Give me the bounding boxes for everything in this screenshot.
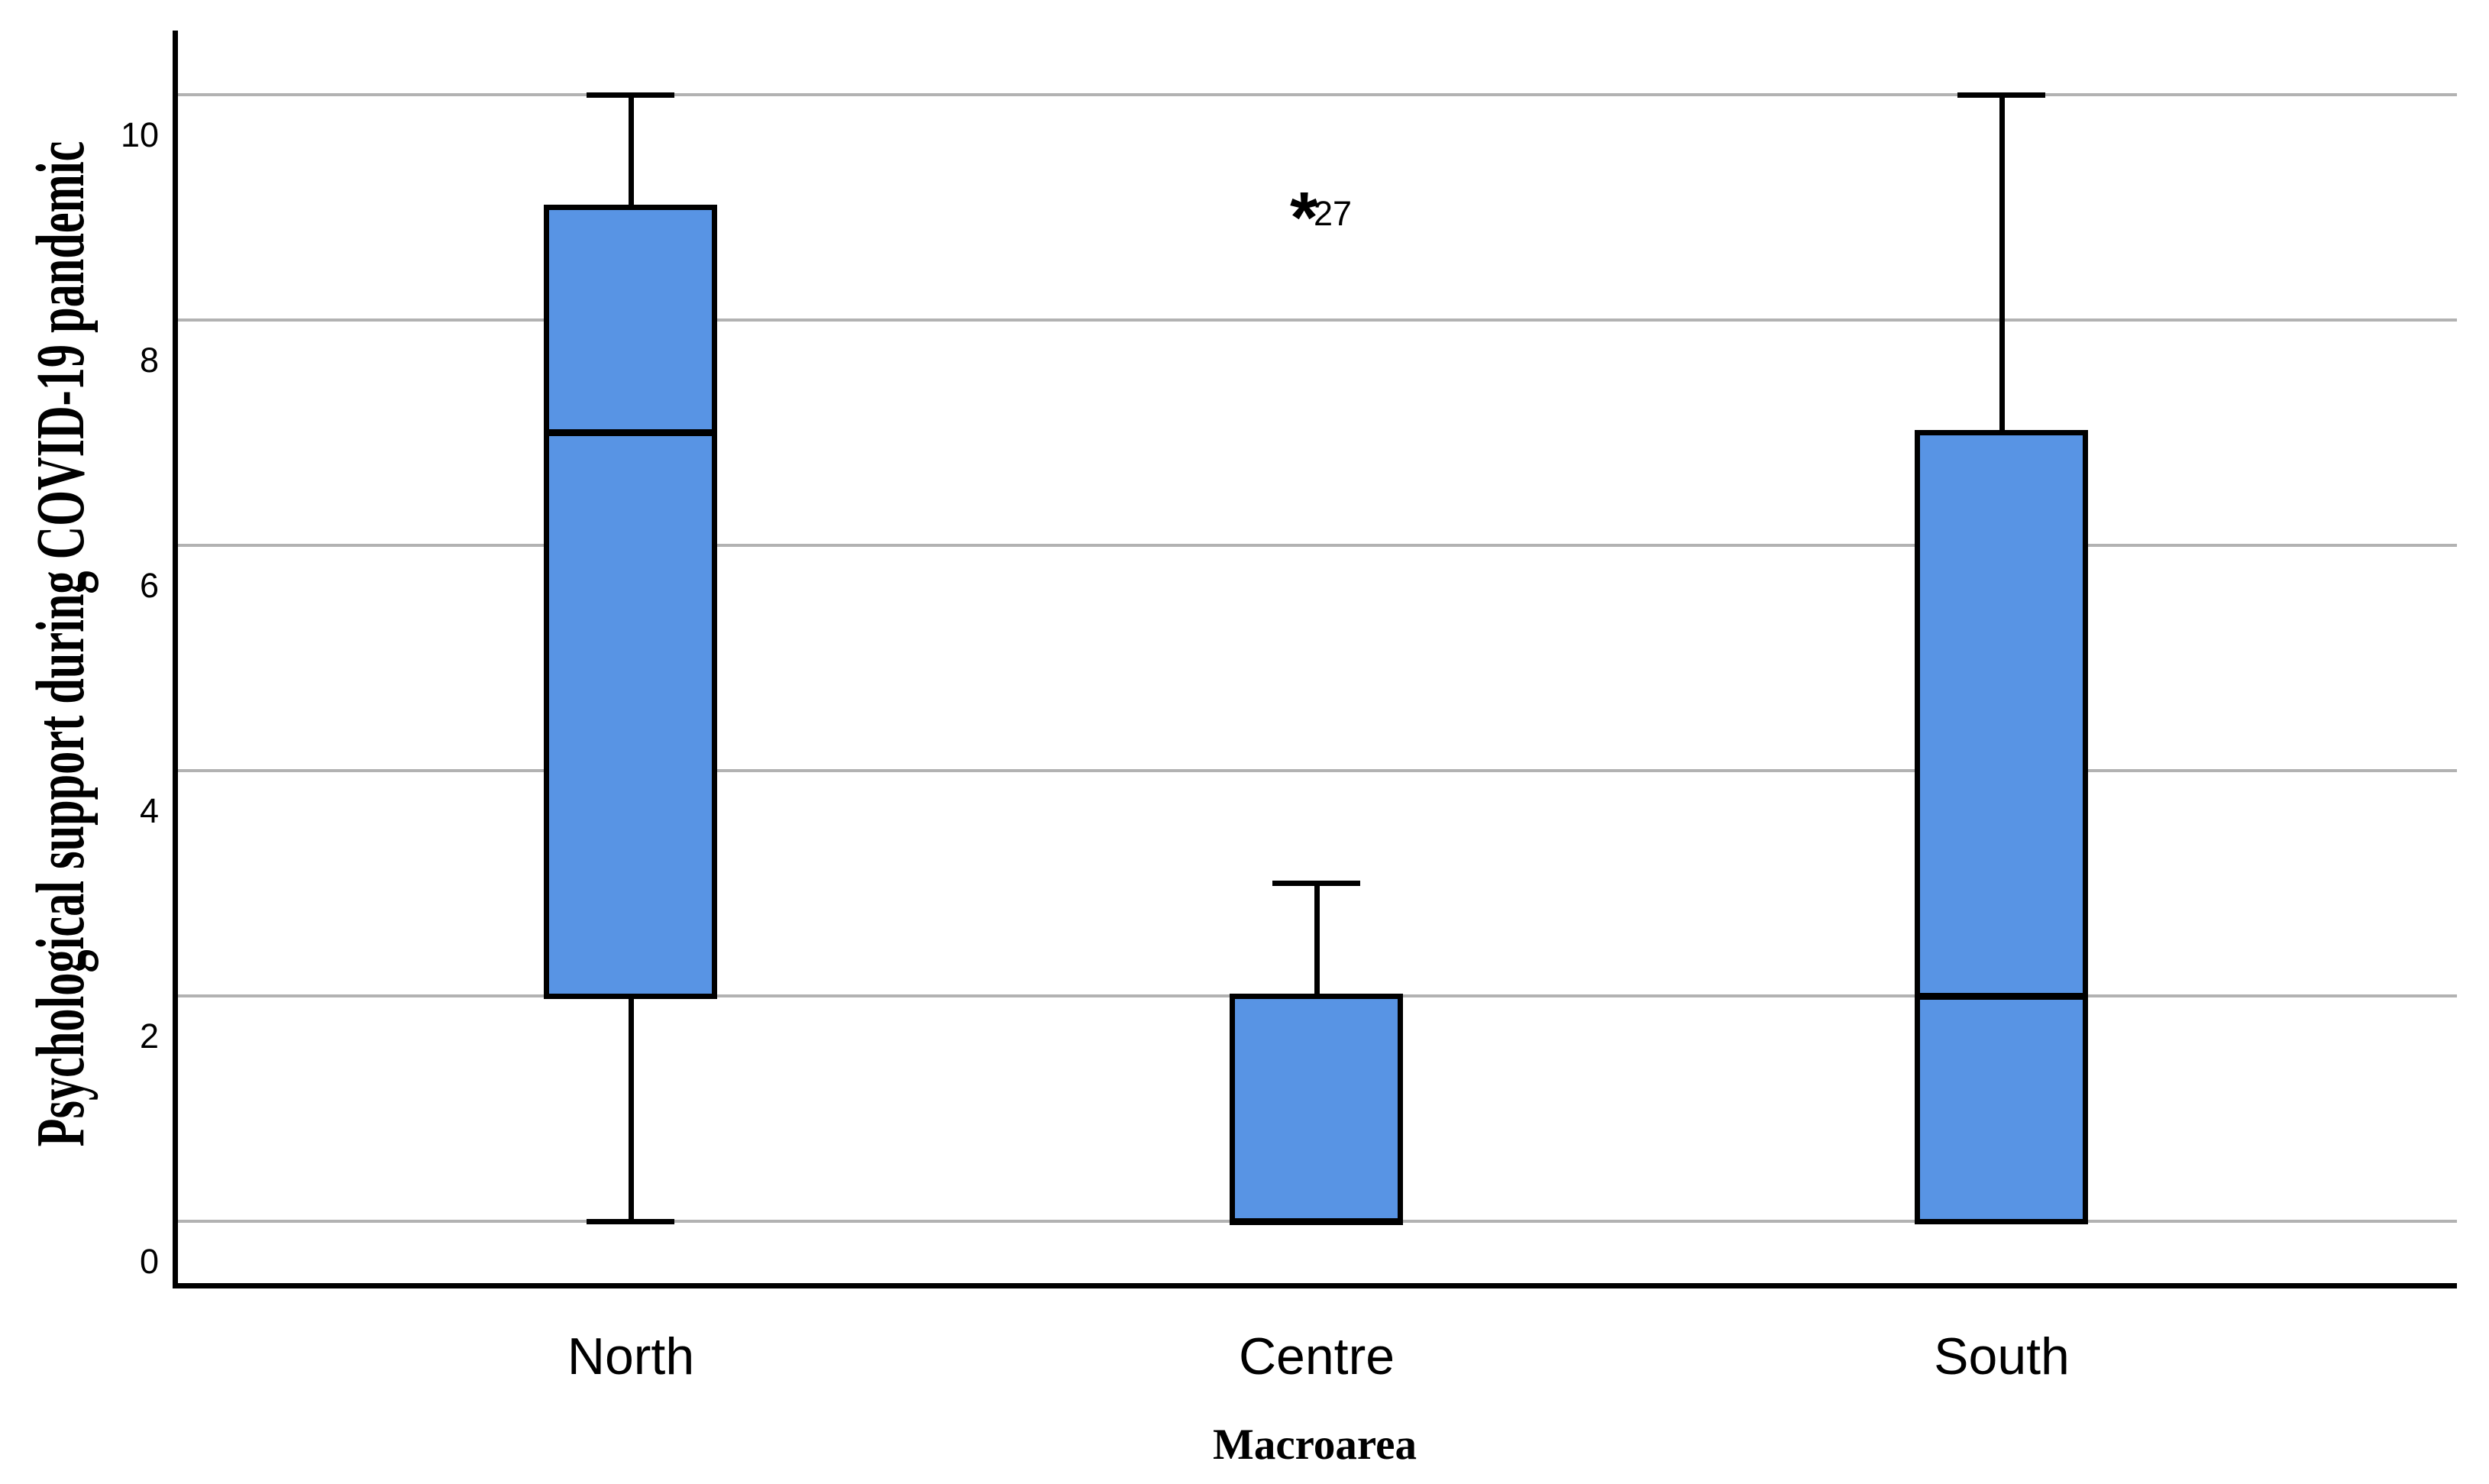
box-north — [544, 205, 717, 999]
upper-whisker-south — [1999, 95, 2005, 432]
y-tick-label-8: 8 — [139, 341, 159, 380]
category-label-centre: Centre — [1238, 1327, 1395, 1385]
lower-whisker-north — [629, 996, 634, 1221]
box-south — [1915, 430, 2088, 1224]
box-centre — [1230, 994, 1403, 1224]
median-line-south — [1915, 993, 2088, 1000]
y-tick-label-10: 10 — [120, 115, 159, 154]
y-tick-label-2: 2 — [139, 1017, 159, 1056]
category-label-north: North — [567, 1327, 695, 1385]
median-line-north — [544, 429, 717, 436]
gridline-y-6 — [177, 544, 2457, 547]
upper-whisker-north — [629, 95, 634, 207]
x-axis-line — [173, 1283, 2457, 1288]
upper-whisker-cap-centre — [1272, 881, 1360, 886]
x-axis-title: Macroarea — [1213, 1421, 1417, 1469]
gridline-y-4 — [177, 769, 2457, 772]
median-line-centre — [1230, 1218, 1403, 1225]
y-axis-line — [173, 31, 178, 1288]
y-tick-label-6: 6 — [139, 566, 159, 605]
y-tick-label-0: 0 — [139, 1242, 159, 1281]
gridline-y-10 — [177, 93, 2457, 96]
y-tick-label-4: 4 — [139, 791, 159, 830]
outlier-marker-centre: * — [1290, 177, 1318, 258]
gridline-y-8 — [177, 318, 2457, 322]
category-label-south: South — [1934, 1327, 2070, 1385]
lower-whisker-cap-north — [587, 1219, 674, 1224]
upper-whisker-cap-north — [587, 92, 674, 98]
upper-whisker-cap-south — [1957, 92, 2045, 98]
upper-whisker-centre — [1314, 883, 1320, 996]
outlier-label-centre: 27 — [1314, 194, 1353, 233]
